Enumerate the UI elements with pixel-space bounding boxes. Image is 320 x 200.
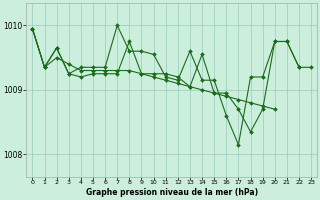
X-axis label: Graphe pression niveau de la mer (hPa): Graphe pression niveau de la mer (hPa) xyxy=(86,188,258,197)
